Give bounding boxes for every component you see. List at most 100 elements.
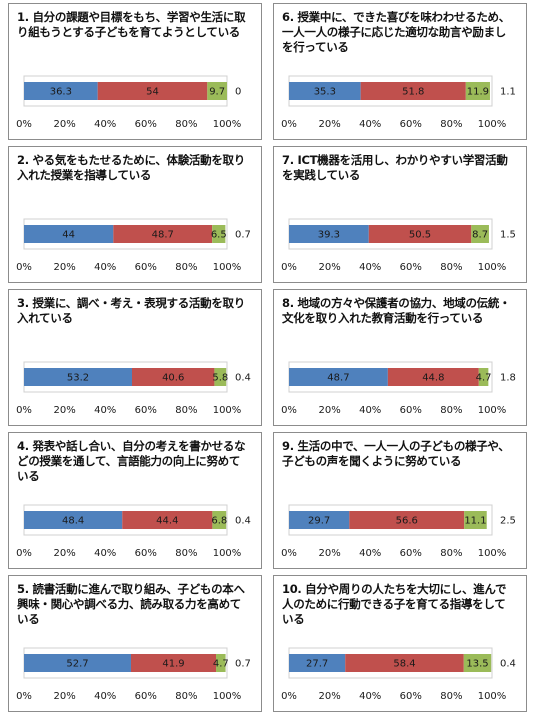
other-value-label: 0.4 (500, 659, 516, 670)
bar-segment-1 (24, 368, 132, 386)
bar-segment-3 (463, 654, 492, 672)
x-tick-label: 40% (359, 262, 381, 273)
chart-panel-3: 3. 授業に、調べ・考え・表現する活動を取り入れている 53.2 40.6 5.8 0.… (8, 289, 262, 426)
bar-segment-3 (212, 225, 226, 243)
stacked-bar-chart: 52.7 41.9 4.7 0.7 0% 20% 40% 60% 80% 100% (16, 647, 251, 702)
bar-segment-3 (216, 654, 226, 672)
x-tick-label: 0% (16, 119, 32, 130)
bar-segment-2 (345, 654, 464, 672)
other-value-label: 1.5 (500, 230, 516, 241)
chart-title: 9. 生活の中で、一人一人の子どもの様子や、子どもの声を聞くように努めている (282, 439, 510, 468)
other-value-label: 0.4 (235, 373, 251, 384)
chart-panel-10: 10. 自分や周りの人たちを大切にし、進んで人のために行動できる子を育てる指導を… (273, 575, 527, 712)
bar-segment-1 (289, 511, 350, 529)
bar-segment-2 (368, 225, 472, 243)
x-tick-label: 40% (94, 262, 116, 273)
x-tick-label: 80% (175, 548, 197, 559)
chart-title: 4. 発表や話し合い、自分の考えを書かせるなどの授業を通して、言語能力の向上に努… (17, 439, 246, 483)
x-tick-label: 60% (400, 548, 422, 559)
x-tick-label: 80% (440, 262, 462, 273)
chart-title: 10. 自分や周りの人たちを大切にし、進んで人のために行動できる子を育てる指導を… (282, 582, 507, 626)
x-tick-label: 80% (440, 691, 462, 702)
x-tick-label: 100% (213, 262, 242, 273)
chart-title: 8. 地域の方々や保護者の協力、地域の伝統・文化を取り入れた教育活動を行っている (282, 296, 511, 325)
x-tick-label: 100% (213, 691, 242, 702)
x-tick-label: 100% (478, 691, 507, 702)
bar-segment-1 (24, 82, 98, 100)
x-tick-label: 80% (440, 119, 462, 130)
bar-segment-1 (289, 82, 361, 100)
bar-segment-3 (465, 82, 490, 100)
x-tick-label: 0% (16, 405, 32, 416)
other-value-label: 1.1 (500, 87, 516, 98)
bar-segment-label-2: 44.8 (422, 373, 444, 384)
bar-segment-label-3: 11.9 (467, 87, 489, 98)
x-tick-label: 0% (281, 405, 297, 416)
x-tick-label: 20% (53, 405, 75, 416)
chart-title: 3. 授業に、調べ・考え・表現する活動を取り入れている (17, 296, 245, 325)
x-tick-label: 20% (53, 691, 75, 702)
x-tick-label: 20% (318, 119, 340, 130)
bar-segment-label-3: 6.8 (211, 516, 227, 527)
stacked-bar-chart: 44 48.7 6.5 0.7 0% 20% 40% 60% 80% 100% (16, 218, 251, 273)
bar-segment-label-2: 56.6 (396, 516, 418, 527)
x-tick-label: 40% (359, 405, 381, 416)
chart-panel-8: 8. 地域の方々や保護者の協力、地域の伝統・文化を取り入れた教育活動を行っている… (273, 289, 527, 426)
x-tick-label: 60% (135, 262, 157, 273)
x-tick-label: 60% (400, 262, 422, 273)
bar-segment-3 (464, 511, 487, 529)
chart-panel-4: 4. 発表や話し合い、自分の考えを書かせるなどの授業を通して、言語能力の向上に努… (8, 432, 262, 569)
chart-panel-7: 7. ICT機器を活用し、わかりやすい学習活動を実践している 39.3 50.5 8.… (273, 146, 527, 283)
bar-segment-label-1: 35.3 (314, 87, 336, 98)
bar-segment-label-1: 27.7 (306, 659, 328, 670)
x-tick-label: 60% (400, 691, 422, 702)
x-tick-label: 100% (213, 405, 242, 416)
bar-segment-label-1: 48.7 (327, 373, 349, 384)
bar-segment-2 (131, 368, 215, 386)
bar-segment-label-2: 51.8 (402, 87, 424, 98)
bar-segment-label-3: 8.7 (472, 230, 488, 241)
x-tick-label: 40% (359, 119, 381, 130)
chart-title: 5. 読書活動に進んで取り組み、子どもの本へ興味・関心や調べる力、読み取る力を高… (17, 582, 245, 626)
x-tick-label: 0% (16, 691, 32, 702)
bar-segment-2 (349, 511, 465, 529)
bar-segment-label-2: 44.4 (156, 516, 178, 527)
x-tick-label: 100% (478, 405, 507, 416)
bar-segment-3 (471, 225, 489, 243)
x-tick-label: 0% (281, 119, 297, 130)
chart-panel-6: 6. 授業中に、できた喜びを味わわせるため、一人一人の様子に応じた適切な助言や励… (273, 3, 527, 140)
x-tick-label: 60% (135, 548, 157, 559)
bar-segment-label-3: 4.7 (213, 659, 229, 670)
bar-segment-label-3: 9.7 (209, 87, 225, 98)
bar-segment-1 (289, 654, 346, 672)
bar-segment-label-3: 6.5 (211, 230, 227, 241)
stacked-bar-chart: 27.7 58.4 13.5 0.4 0% 20% 40% 60% 80% 100% (281, 647, 516, 702)
bar-segment-2 (97, 82, 208, 100)
x-tick-label: 60% (135, 405, 157, 416)
stacked-bar-chart: 48.7 44.8 4.7 1.8 0% 20% 40% 60% 80% 100% (281, 361, 516, 416)
x-tick-label: 40% (94, 548, 116, 559)
x-tick-label: 40% (94, 119, 116, 130)
bar-segment-label-2: 48.7 (152, 230, 174, 241)
x-tick-label: 40% (94, 691, 116, 702)
x-tick-label: 80% (175, 691, 197, 702)
bar-segment-2 (130, 654, 217, 672)
x-tick-label: 0% (281, 548, 297, 559)
x-tick-label: 40% (94, 405, 116, 416)
bar-segment-label-3: 13.5 (466, 659, 488, 670)
other-value-label: 1.8 (500, 373, 516, 384)
chart-panel-9: 9. 生活の中で、一人一人の子どもの様子や、子どもの声を聞くように努めている 29… (273, 432, 527, 569)
x-tick-label: 100% (478, 262, 507, 273)
bar-segment-2 (122, 511, 213, 529)
x-tick-label: 80% (175, 405, 197, 416)
bar-segment-label-1: 29.7 (308, 516, 330, 527)
x-tick-label: 100% (213, 119, 242, 130)
bar-segment-label-3: 4.7 (476, 373, 492, 384)
x-tick-label: 0% (281, 691, 297, 702)
bar-segment-3 (214, 368, 227, 386)
bar-segment-label-2: 58.4 (393, 659, 415, 670)
x-tick-label: 40% (359, 548, 381, 559)
bar-segment-label-3: 11.1 (464, 516, 486, 527)
bar-segment-1 (24, 511, 123, 529)
x-tick-label: 20% (318, 405, 340, 416)
